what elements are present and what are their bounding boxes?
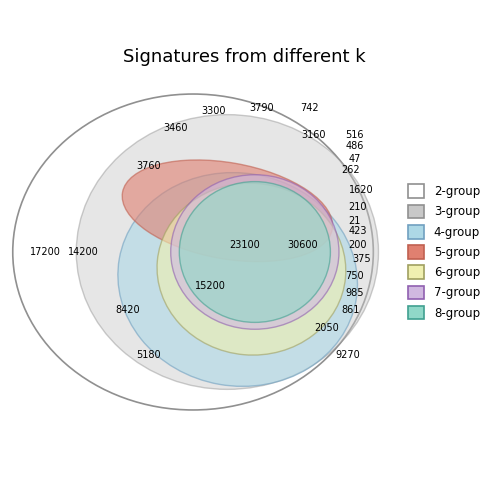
Text: 3460: 3460 xyxy=(164,123,188,134)
Ellipse shape xyxy=(157,183,346,355)
Text: 262: 262 xyxy=(342,165,360,174)
Text: 14200: 14200 xyxy=(68,247,98,257)
Text: 15200: 15200 xyxy=(195,281,226,291)
Ellipse shape xyxy=(179,181,331,323)
Ellipse shape xyxy=(118,172,357,387)
Text: 2050: 2050 xyxy=(314,323,339,333)
Text: 3790: 3790 xyxy=(249,103,274,113)
Text: 1620: 1620 xyxy=(349,185,373,195)
Text: 21: 21 xyxy=(348,216,361,226)
Text: 3760: 3760 xyxy=(136,161,161,171)
Text: 3300: 3300 xyxy=(202,106,226,116)
Text: 742: 742 xyxy=(300,103,319,113)
Text: 30600: 30600 xyxy=(288,240,318,250)
Ellipse shape xyxy=(171,175,339,329)
Title: Signatures from different k: Signatures from different k xyxy=(123,48,366,67)
Text: 17200: 17200 xyxy=(30,247,61,257)
Text: 23100: 23100 xyxy=(229,240,260,250)
Text: 486: 486 xyxy=(345,141,363,151)
Ellipse shape xyxy=(122,160,333,262)
Text: 5180: 5180 xyxy=(136,350,161,360)
Text: 8420: 8420 xyxy=(115,305,140,316)
Text: 210: 210 xyxy=(349,203,367,212)
Text: 3160: 3160 xyxy=(301,130,326,140)
Text: 750: 750 xyxy=(345,271,364,281)
Text: 9270: 9270 xyxy=(335,350,360,360)
Text: 423: 423 xyxy=(349,226,367,236)
Text: 861: 861 xyxy=(342,305,360,316)
Legend: 2-group, 3-group, 4-group, 5-group, 6-group, 7-group, 8-group: 2-group, 3-group, 4-group, 5-group, 6-gr… xyxy=(404,181,484,323)
Text: 375: 375 xyxy=(352,254,370,264)
Text: 985: 985 xyxy=(345,288,364,298)
Text: 516: 516 xyxy=(345,130,364,140)
Text: 47: 47 xyxy=(348,154,361,164)
Ellipse shape xyxy=(76,114,379,390)
Text: 200: 200 xyxy=(349,240,367,250)
